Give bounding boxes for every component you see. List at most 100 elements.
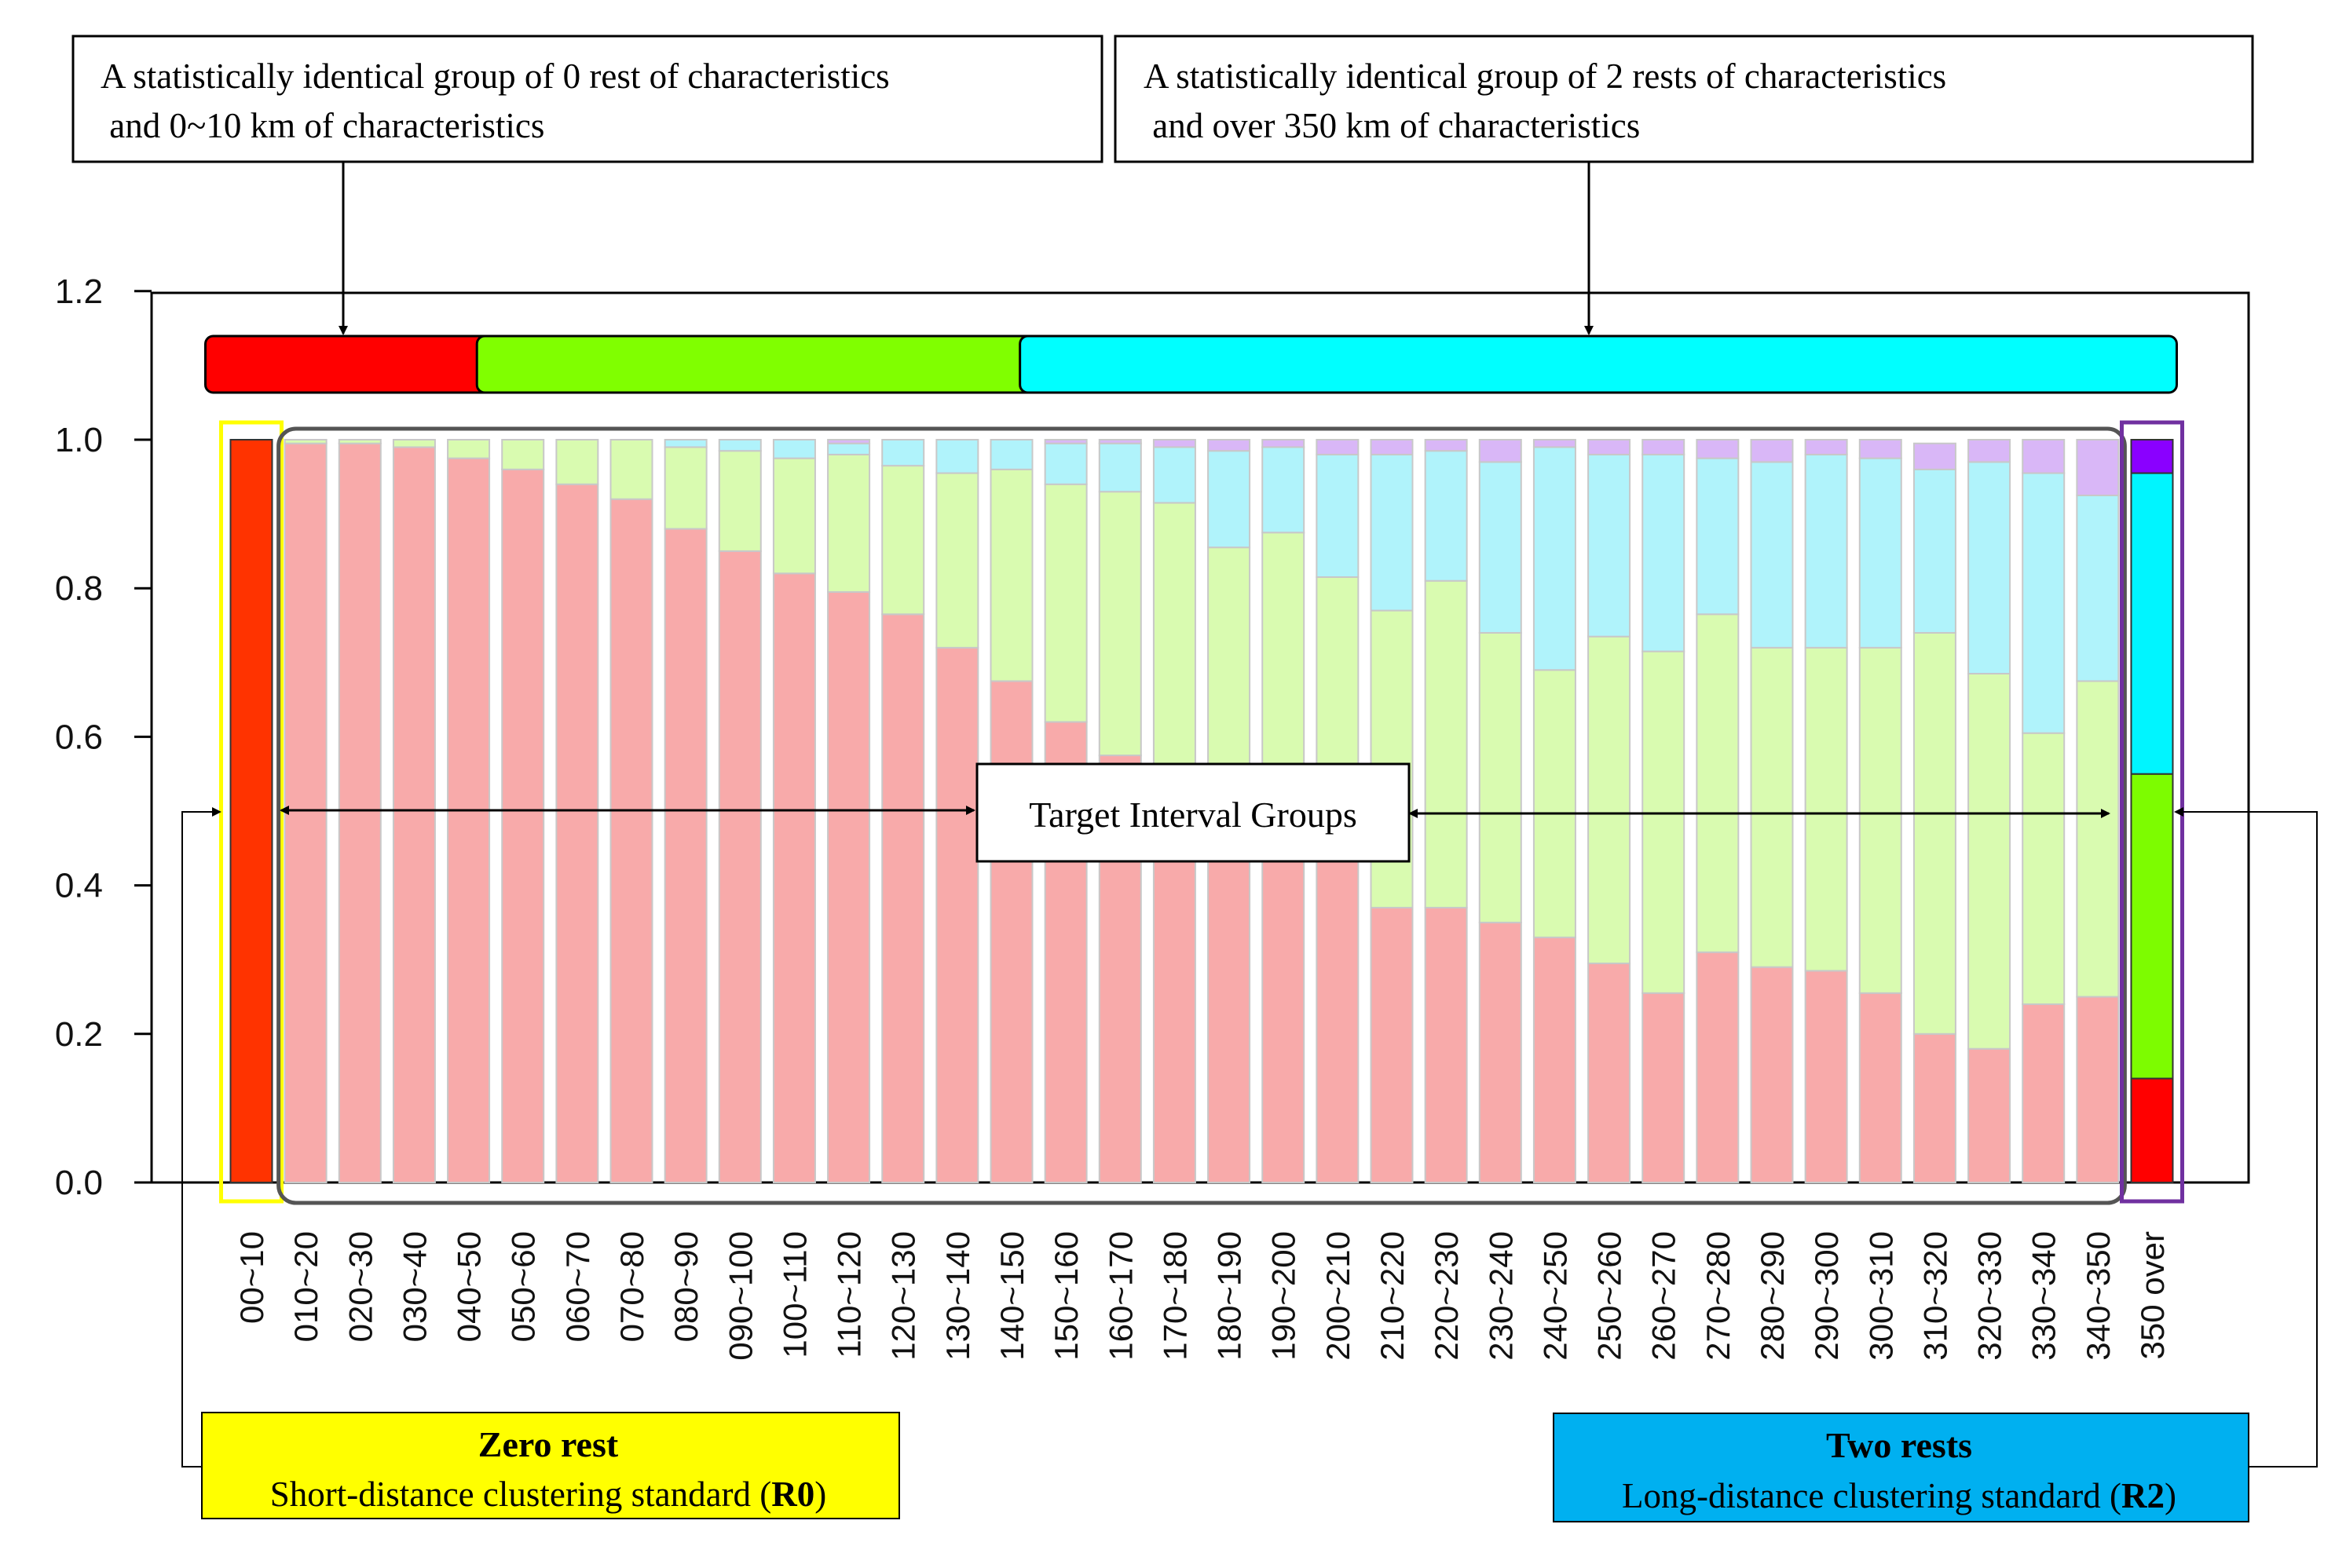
- x-tick-label: 250~260: [1591, 1231, 1628, 1361]
- x-tick-label: 190~200: [1265, 1231, 1302, 1361]
- target-label: Target Interval Groups: [1029, 795, 1356, 835]
- bar-segment-2: [718, 439, 762, 452]
- bar-segment-0: [2022, 1003, 2066, 1183]
- connector-left: [181, 811, 220, 1467]
- x-tick-label: 100~110: [776, 1231, 813, 1358]
- bars: [229, 439, 2174, 1184]
- bar-segment-2: [1967, 461, 2011, 674]
- bar-segment-1: [609, 439, 653, 500]
- y-tick-label: 0.0: [55, 1164, 103, 1202]
- bar-segment-3: [1207, 439, 1251, 452]
- bar-segment-1: [392, 439, 436, 448]
- y-tick-label: 0.2: [55, 1015, 103, 1054]
- bar-segment-3: [1641, 439, 1685, 455]
- bar-segment-2: [1370, 453, 1414, 612]
- x-axis: 00~10 010~20 020~30 030~40 040~50 050~60 060~7…: [233, 1231, 2171, 1361]
- bar-segment-2: [1261, 446, 1305, 534]
- bar-segment-0: [1967, 1047, 2011, 1183]
- bar-segment-3: [827, 439, 871, 444]
- bar-segment-0: [2130, 1077, 2174, 1184]
- bar-segment-0: [447, 457, 491, 1183]
- bar-segment-0: [1370, 906, 1414, 1183]
- bar-segment-3: [1858, 439, 1902, 459]
- legend-zero-rest-box: [201, 1412, 900, 1519]
- x-tick-label: 280~290: [1754, 1231, 1791, 1361]
- x-tick-label: 140~150: [994, 1231, 1030, 1361]
- bar-segment-0: [2076, 996, 2120, 1183]
- legend-zero-rest: Zero rest Short-distance clustering stan…: [201, 1412, 900, 1519]
- bar-segment-1: [1641, 650, 1685, 994]
- bar-segment-0: [392, 446, 436, 1183]
- annotation-top-left-line2: and 0~10 km of characteristics: [101, 106, 544, 145]
- bar-segment-2: [664, 439, 708, 448]
- bar-segment-2: [1858, 457, 1902, 649]
- bar-segment-3: [1152, 439, 1196, 448]
- bar-segment-0: [284, 442, 328, 1183]
- bar-segment-1: [1967, 672, 2011, 1050]
- bar-segment-0: [1804, 970, 1848, 1183]
- bar-segment-2: [2076, 494, 2120, 682]
- x-tick-label: 150~160: [1048, 1231, 1085, 1361]
- bar-segment-1: [1696, 613, 1740, 953]
- bar-segment-3: [1261, 439, 1305, 448]
- bar-segment-0: [772, 572, 816, 1183]
- bar-segment-2: [1098, 442, 1142, 493]
- bar-segment-1: [1261, 532, 1305, 790]
- bar-segment-1: [1858, 646, 1902, 994]
- annotation-top-left-box: [71, 35, 1103, 163]
- bar-segment-2: [1316, 453, 1360, 579]
- bar-segment-2: [1532, 446, 1576, 671]
- legend-zero-rest-sub-bold: R0: [771, 1475, 814, 1514]
- x-tick-label: 020~30: [342, 1231, 379, 1342]
- legend-two-rests: Two rests Long-distance clustering stand…: [1553, 1413, 2249, 1522]
- x-tick-label: 310~320: [1916, 1231, 1953, 1361]
- bar-segment-3: [2022, 439, 2066, 474]
- bar-segment-2: [1912, 468, 1956, 634]
- bar-segment-3: [2130, 439, 2174, 474]
- bar-segment-0: [664, 528, 708, 1183]
- group-bar-red: [204, 334, 495, 394]
- bar-segment-0: [1316, 802, 1360, 1183]
- bar-segment-3: [1750, 439, 1794, 463]
- group-bar-green: [475, 334, 1038, 394]
- bar-segment-1: [718, 450, 762, 552]
- bar-segment-0: [1641, 992, 1685, 1184]
- legend-two-rests-box: [1553, 1413, 2249, 1522]
- x-tick-label: 070~80: [613, 1231, 650, 1342]
- bar-segment-3: [1696, 439, 1740, 459]
- x-tick-label: 330~340: [2026, 1231, 2062, 1361]
- bar-segment-2: [2022, 472, 2066, 734]
- bar-segment-1: [2022, 732, 2066, 1005]
- x-tick-label: 290~300: [1808, 1231, 1845, 1361]
- x-tick-label: 270~280: [1700, 1231, 1737, 1361]
- y-tick-label: 0.8: [55, 569, 103, 608]
- bar-segment-2: [990, 439, 1034, 470]
- bar-segment-0: [1532, 936, 1576, 1183]
- bar-segment-1: [2076, 680, 2120, 998]
- y-tick-label: 0.4: [55, 867, 103, 905]
- bar-segment-0: [501, 468, 545, 1183]
- bar-segment-3: [2076, 439, 2120, 496]
- x-tick-label: 120~130: [885, 1231, 922, 1361]
- bar-segment-1: [827, 453, 871, 593]
- bar-segment-1: [1044, 483, 1088, 723]
- bar-segment-1: [1370, 609, 1414, 908]
- legend-two-rests-sub-text: Long-distance clustering standard (: [1622, 1476, 2121, 1515]
- y-tick-label: 0.6: [55, 718, 103, 756]
- bar-segment-1: [935, 472, 979, 649]
- x-tick-label: 200~210: [1319, 1231, 1356, 1361]
- bar-segment-1: [881, 465, 925, 616]
- x-tick-label: 180~190: [1211, 1231, 1248, 1361]
- x-tick-label: 010~20: [287, 1231, 324, 1342]
- bar-segment-3: [1044, 439, 1088, 444]
- bar-segment-3: [1912, 442, 1956, 470]
- bar-segment-3: [1370, 439, 1414, 455]
- bar-segment-2: [1424, 450, 1468, 582]
- bar-segment-1: [555, 439, 599, 485]
- group-bars: [204, 334, 2178, 394]
- annotation-top-left-line1: A statistically identical group of 0 res…: [101, 57, 890, 96]
- bar-segment-3: [1532, 439, 1576, 448]
- bar-segment-1: [1207, 546, 1251, 790]
- bar-segment-2: [1152, 446, 1196, 504]
